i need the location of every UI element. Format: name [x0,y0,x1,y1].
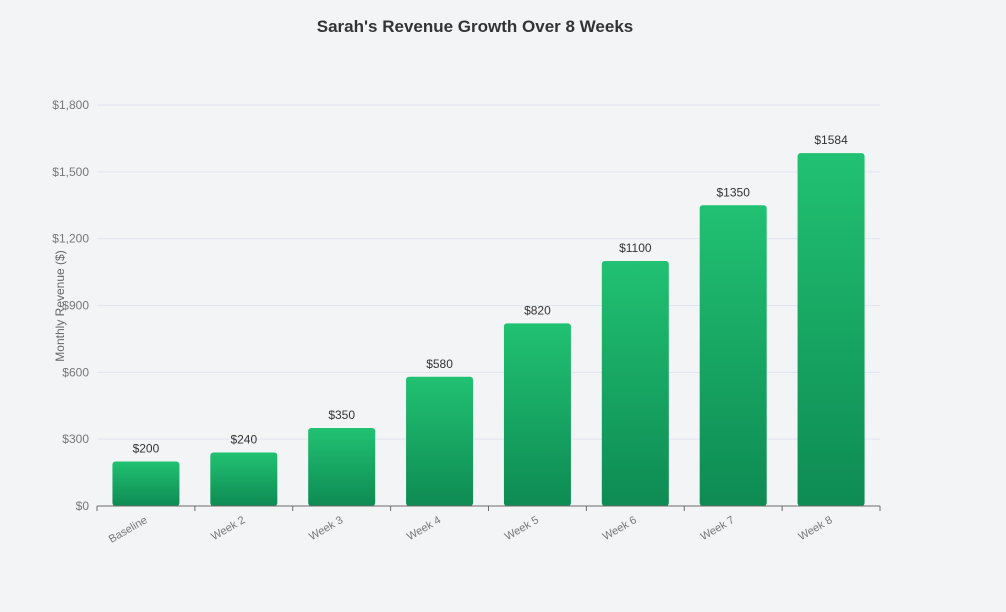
bar-week-6 [601,260,669,506]
bar-week-3 [308,428,376,506]
x-tick-label: Week 5 [503,514,541,543]
bar-week-7 [699,205,767,506]
x-tick-label: Week 2 [209,514,247,543]
x-tick-label: Baseline [107,514,150,545]
y-axis-label: Monthly Revenue ($) [53,250,67,361]
data-label: $580 [426,357,453,371]
bar-week-2 [210,452,278,506]
x-tick-label: Week 3 [307,514,345,543]
data-label: $1350 [717,185,751,199]
data-label: $200 [133,441,160,455]
y-tick-label: $0 [76,499,90,513]
data-label: $240 [230,433,257,447]
bar-week-4 [406,376,474,506]
data-label: $350 [328,408,355,422]
y-tick-label: $1,500 [52,165,89,179]
x-tick-label: Week 8 [796,514,834,543]
data-label: $820 [524,303,551,317]
y-tick-label: $300 [62,432,89,446]
x-tick-label: Week 4 [405,514,443,543]
x-tick-label: Week 7 [699,514,737,543]
data-label: $1100 [619,241,652,255]
y-tick-label: $1,800 [52,98,89,112]
bar-week-8 [797,153,865,506]
x-tick-label: Week 6 [601,514,639,543]
bar-baseline [112,461,180,506]
y-tick-label: $600 [62,365,89,379]
data-label: $1584 [814,133,848,147]
y-tick-label: $1,200 [52,232,89,246]
chart-title: Sarah's Revenue Growth Over 8 Weeks [317,17,633,36]
bar-week-5 [503,323,571,506]
y-tick-label: $900 [62,299,89,313]
